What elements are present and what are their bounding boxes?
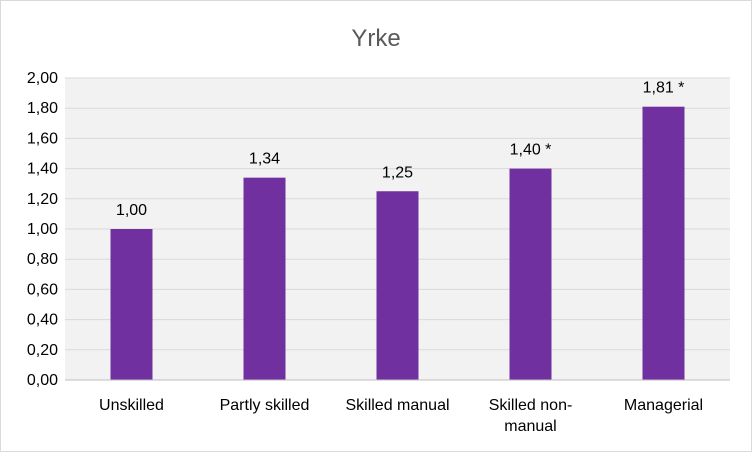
y-tick-label: 1,40	[27, 161, 58, 178]
x-category-label: Managerial	[624, 397, 703, 414]
x-category-label-line: Unskilled	[99, 397, 164, 414]
bar	[376, 191, 419, 380]
y-tick-label: 0,40	[27, 312, 58, 329]
bar	[243, 177, 286, 380]
bar	[642, 106, 685, 380]
x-category-label-line: Partly skilled	[220, 397, 310, 414]
x-category-label-line: manual	[504, 418, 556, 435]
y-tick-label: 0,00	[27, 372, 58, 389]
x-category-label-line: Skilled non-	[489, 397, 573, 414]
y-axis-ticks: 0,00 0,20 0,40 0,60 0,80 1,00 1,20 1,40 1,60 1,80…	[27, 70, 58, 389]
y-tick-label: 0,20	[27, 342, 58, 359]
x-category-label: Partly skilled	[220, 397, 310, 414]
data-label: 1,34	[249, 151, 280, 168]
y-tick-label: 2,00	[27, 70, 58, 87]
bar	[110, 229, 153, 380]
x-category-label-line: Managerial	[624, 397, 703, 414]
data-label: 1,00	[116, 202, 147, 219]
chart-title: Yrke	[351, 25, 400, 52]
y-tick-label: 1,20	[27, 191, 58, 208]
y-tick-label: 0,80	[27, 251, 58, 268]
x-category-label: Skilled non-manual	[489, 397, 573, 435]
bar	[509, 168, 552, 380]
y-tick-label: 1,00	[27, 221, 58, 238]
data-label: 1,81 *	[643, 80, 685, 97]
data-label: 1,40 *	[510, 142, 552, 159]
y-tick-label: 0,60	[27, 281, 58, 298]
y-tick-label: 1,80	[27, 100, 58, 117]
x-category-label-line: Skilled manual	[345, 397, 449, 414]
data-label: 1,25	[382, 164, 413, 181]
y-tick-label: 1,60	[27, 130, 58, 147]
data-labels: 1,00 1,34 1,25 1,40 * 1,81 *	[116, 80, 684, 219]
x-axis-categories: Unskilled Partly skilled Skilled manual Ski…	[99, 397, 703, 435]
bars	[110, 106, 685, 380]
x-category-label: Unskilled	[99, 397, 164, 414]
x-category-label: Skilled manual	[345, 397, 449, 414]
